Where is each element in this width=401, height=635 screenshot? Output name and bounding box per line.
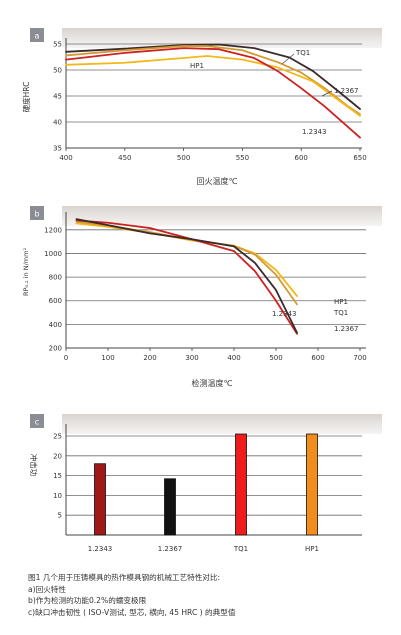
x-tick-label: HP1 [305, 545, 319, 553]
chart-panel-b: b 200 400 600 800 1000 1200 0 100 200 300 400 500 60… [22, 206, 382, 388]
x-tick-label: TQ1 [233, 545, 248, 553]
x-tick-label: 650 [353, 154, 366, 162]
x-tick-label: 500 [269, 354, 282, 362]
y-tick-label: 600 [49, 297, 62, 305]
y-tick-label: 45 [53, 93, 62, 101]
series-line-1.2343 [75, 219, 298, 335]
y-axis-label: 冲击功 [29, 454, 39, 477]
panel-badge [30, 414, 44, 428]
y-tick-label: 20 [53, 452, 62, 460]
y-tick-label: 800 [49, 274, 62, 282]
series-label: 1.2367 [334, 325, 359, 333]
y-tick-label: 200 [49, 345, 62, 353]
bar-1.2367 [164, 478, 176, 536]
series-labels: TQ1 1.2367 HP1 1.2343 [190, 49, 359, 136]
series-line-TQ1 [65, 43, 361, 110]
header-band [62, 206, 382, 226]
series-label: 1.2367 [334, 87, 359, 95]
series-group [75, 218, 298, 335]
x-tick-label: 300 [185, 354, 198, 362]
x-tick-label: 1.2367 [158, 545, 183, 553]
y-tick-label: 55 [53, 41, 62, 49]
panel-label: c [35, 418, 39, 427]
figure-caption: 图1 几个用于压铸模具的热作模具钢的机械工艺特性对比: a)回火特性 b)作为检… [28, 572, 388, 618]
series-line-1.2367 [75, 218, 298, 334]
y-tick-label: 35 [53, 145, 62, 153]
caption-line: b)作为检测的功能0.2%的蠕变极限 [28, 596, 147, 605]
x-tick-label: 0 [64, 354, 68, 362]
series-labels: HP1 TQ1 1.2343 1.2367 [272, 298, 359, 333]
x-tick-label: 200 [143, 354, 156, 362]
x-tick-label: 600 [311, 354, 324, 362]
y-tick-label: 10 [53, 492, 62, 500]
caption-line: c)缺口冲击韧性 ( ISO-V测试, 型芯, 横向, 45 HRC ) 的典型… [28, 607, 236, 617]
series-line-1.2367 [65, 45, 361, 116]
y-tick-label: 1000 [44, 250, 62, 258]
x-tick-label: 100 [101, 354, 114, 362]
y-tick-label: 40 [53, 119, 62, 127]
caption-line: 图1 几个用于压铸模具的热作模具钢的机械工艺特性对比: [28, 573, 221, 582]
panel-label: a [35, 32, 40, 41]
bar-TQ1 [235, 433, 247, 536]
x-tick-label: 550 [236, 154, 249, 162]
series-label: 1.2343 [272, 310, 297, 318]
gridlines [66, 229, 366, 349]
y-tick-label: 25 [53, 433, 62, 441]
series-label: TQ1 [295, 49, 310, 57]
bar-1.2343 [94, 463, 106, 536]
label-leader [321, 90, 333, 97]
y-tick-label: 50 [53, 67, 62, 75]
x-axis-label: 检测温度℃ [192, 378, 233, 388]
series-label: HP1 [334, 298, 348, 306]
x-tick-label: 1.2343 [88, 545, 113, 553]
y-tick-label: 5 [58, 512, 62, 520]
x-axis-label: 回火温度℃ [197, 176, 238, 186]
series-line-HP1 [65, 55, 361, 117]
panel-badge [30, 206, 44, 220]
chart-panel-c: c 5 10 15 20 25 1.2343 1.2367 TQ1 HP1 冲击功 [29, 414, 382, 553]
chart-panel-a: a 35 40 45 50 55 400 450 500 550 600 650 TQ1 1.2367… [21, 28, 382, 186]
panel-label: b [34, 210, 39, 219]
y-axis-label: RP₀.₂ in N/mm² [22, 248, 30, 296]
x-tick-label: 600 [295, 154, 308, 162]
x-tick-label: 400 [59, 154, 72, 162]
x-tick-label: 400 [227, 354, 240, 362]
series-label: HP1 [190, 62, 204, 70]
panel-badge [30, 28, 44, 42]
bar-HP1 [306, 433, 318, 536]
series-line-1.2343 [65, 47, 361, 139]
series-label: 1.2343 [302, 128, 327, 136]
caption-line: a)回火特性 [28, 584, 66, 594]
header-band [62, 28, 382, 48]
axes: 200 400 600 800 1000 1200 0 100 200 300 400 500 600 7… [44, 212, 367, 362]
y-axis-label: 硬度HRC [21, 82, 31, 113]
y-tick-label: 15 [53, 472, 62, 480]
label-leader [281, 53, 295, 65]
bar-group [94, 433, 318, 536]
series-group [65, 43, 361, 139]
header-band [62, 414, 382, 434]
x-tick-label: 700 [353, 354, 366, 362]
series-line-TQ1 [75, 220, 298, 306]
x-tick-label: 500 [177, 154, 190, 162]
series-label: TQ1 [333, 309, 348, 317]
y-tick-label: 400 [49, 321, 62, 329]
x-tick-label: 450 [118, 154, 131, 162]
y-tick-label: 1200 [44, 226, 62, 234]
